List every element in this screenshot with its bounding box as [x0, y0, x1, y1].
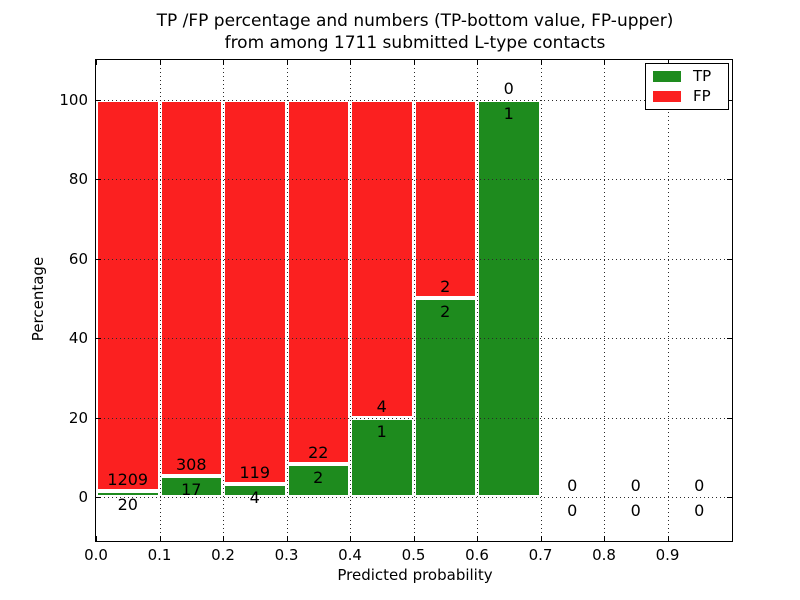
fp-bar-segment	[159, 99, 223, 477]
x-tick-mark	[667, 60, 669, 65]
x-tick-label: 0.6	[465, 546, 489, 564]
v-gridline	[413, 60, 415, 540]
x-tick-mark	[540, 60, 542, 65]
fp-count-label: 119	[239, 463, 271, 483]
chart-title-line1: TP /FP percentage and numbers (TP-bottom…	[156, 11, 674, 31]
fp-count-label: 0	[694, 476, 705, 495]
x-tick-mark	[286, 536, 288, 541]
y-tick-mark	[96, 417, 101, 419]
fp-bar-segment	[96, 99, 160, 491]
y-tick-mark	[96, 497, 101, 498]
tp-count-label: 0	[694, 501, 705, 520]
v-gridline	[667, 60, 669, 540]
plot-area: 1209 20 308 17 119 4 22 2 4 1 2 2 0 1 0 0 0 0 0 0	[95, 59, 733, 542]
x-tick-mark	[96, 60, 97, 65]
y-tick-mark	[727, 338, 732, 340]
y-tick-label: 60	[68, 249, 88, 268]
tp-count-label: 1	[503, 103, 514, 123]
y-tick-mark	[727, 179, 732, 181]
v-gridline	[350, 60, 351, 540]
fp-count-label: 2	[440, 277, 451, 297]
x-tick-mark	[667, 536, 669, 541]
x-tick-mark	[350, 536, 351, 541]
fp-count-label: 22	[308, 442, 329, 462]
fp-legend-swatch	[653, 91, 681, 102]
x-tick-label: 0.5	[401, 546, 426, 564]
x-tick-mark	[159, 60, 161, 65]
x-tick-label: 0.8	[592, 546, 616, 564]
v-gridline	[223, 60, 224, 540]
x-tick-mark	[477, 60, 478, 65]
tp-count-label: 2	[313, 467, 324, 487]
fp-count-label: 0	[567, 476, 578, 495]
x-tick-label: 0.1	[147, 546, 172, 564]
fp-count-label: 4	[376, 396, 387, 416]
x-tick-mark	[604, 60, 605, 65]
x-tick-mark	[413, 60, 415, 65]
y-tick-mark	[96, 179, 101, 181]
tp-bar-segment	[96, 490, 160, 497]
y-tick-mark	[727, 258, 732, 260]
x-tick-mark	[286, 60, 288, 65]
x-tick-label: 0.7	[528, 546, 553, 564]
y-tick-mark	[727, 497, 732, 498]
x-tick-mark	[96, 536, 97, 541]
fp-legend-label: FP	[693, 87, 711, 105]
x-tick-label: 0.3	[274, 546, 299, 564]
y-tick-label: 0	[78, 488, 88, 506]
fp-count-label: 0	[630, 476, 641, 495]
chart-title: TP /FP percentage and numbers (TP-bottom…	[96, 10, 734, 54]
y-tick-label: 80	[68, 170, 88, 189]
v-gridline	[604, 60, 605, 540]
tp-count-label: 17	[181, 480, 202, 500]
y-tick-mark	[96, 99, 101, 101]
tp-bar-segment	[477, 99, 541, 497]
x-tick-mark	[477, 536, 478, 541]
y-tick-mark	[727, 99, 732, 101]
y-tick-label: 40	[68, 329, 88, 348]
v-gridline	[477, 60, 478, 540]
y-tick-mark	[727, 417, 732, 419]
fp-count-label: 308	[175, 455, 207, 475]
x-tick-label: 0.4	[338, 546, 362, 564]
tp-bar-segment	[286, 463, 350, 497]
tp-legend-swatch	[653, 71, 681, 82]
y-tick-label: 100	[59, 90, 88, 109]
tp-count-label: 1	[376, 421, 387, 441]
v-gridline	[159, 60, 161, 540]
x-tick-mark	[159, 536, 161, 541]
fp-count-label: 0	[503, 78, 514, 98]
tp-count-label: 0	[630, 501, 641, 520]
x-tick-label: 0.9	[655, 546, 680, 564]
fp-bar-segment	[286, 99, 350, 464]
y-tick-mark	[96, 258, 101, 260]
tp-count-label: 2	[440, 302, 451, 322]
x-tick-mark	[223, 536, 224, 541]
x-tick-mark	[223, 60, 224, 65]
chart-title-line2: from among 1711 submitted L-type contact…	[224, 33, 606, 53]
legend: TP FP	[645, 63, 729, 110]
tp-bar-segment	[413, 298, 477, 497]
v-gridline	[286, 60, 288, 540]
fp-count-label: 1209	[107, 469, 149, 489]
fp-bar-segment	[223, 99, 287, 485]
x-tick-mark	[350, 60, 351, 65]
x-tick-label: 0.0	[84, 546, 108, 564]
x-tick-mark	[604, 536, 605, 541]
y-tick-label: 20	[68, 408, 88, 427]
v-gridline	[540, 60, 542, 540]
legend-item-fp: FP	[646, 87, 728, 106]
fp-bar-segment	[413, 99, 477, 299]
legend-item-tp: TP	[646, 67, 728, 86]
y-tick-mark	[96, 338, 101, 340]
x-tick-label: 0.2	[211, 546, 235, 564]
tp-legend-label: TP	[693, 67, 712, 85]
tp-count-label: 0	[567, 501, 578, 520]
x-axis-label: Predicted probability	[337, 566, 493, 584]
tp-count-label: 4	[249, 488, 260, 508]
tp-count-label: 20	[117, 494, 138, 514]
x-tick-mark	[540, 536, 542, 541]
x-tick-mark	[413, 536, 415, 541]
